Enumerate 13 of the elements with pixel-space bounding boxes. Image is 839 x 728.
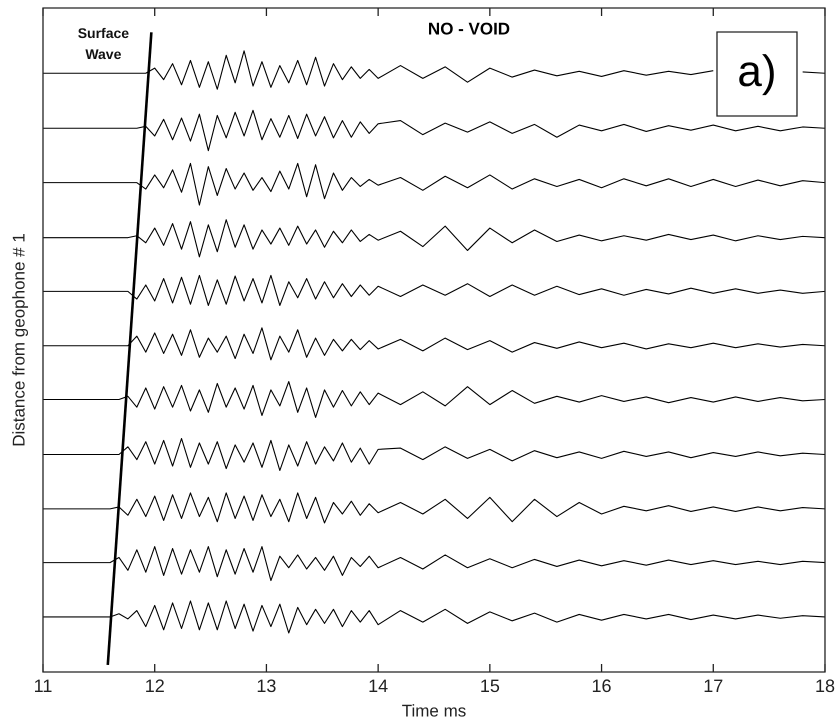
x-axis-title: Time ms bbox=[402, 701, 466, 720]
x-tick-label: 17 bbox=[703, 676, 724, 696]
annotation: a) bbox=[737, 47, 777, 96]
x-tick-label: 12 bbox=[144, 676, 165, 696]
x-tick-label: 13 bbox=[256, 676, 276, 696]
y-axis-title: Distance from geophone # 1 bbox=[10, 233, 29, 447]
x-tick-label: 11 bbox=[34, 676, 52, 696]
series-label: Surface Wave bbox=[78, 25, 130, 62]
x-tick-label: 18 bbox=[814, 676, 836, 696]
x-tick-label: 15 bbox=[480, 676, 500, 696]
x-tick-label: 16 bbox=[592, 676, 612, 696]
chart-title: NO - VOID bbox=[428, 20, 510, 39]
x-tick-label: 14 bbox=[368, 676, 388, 696]
